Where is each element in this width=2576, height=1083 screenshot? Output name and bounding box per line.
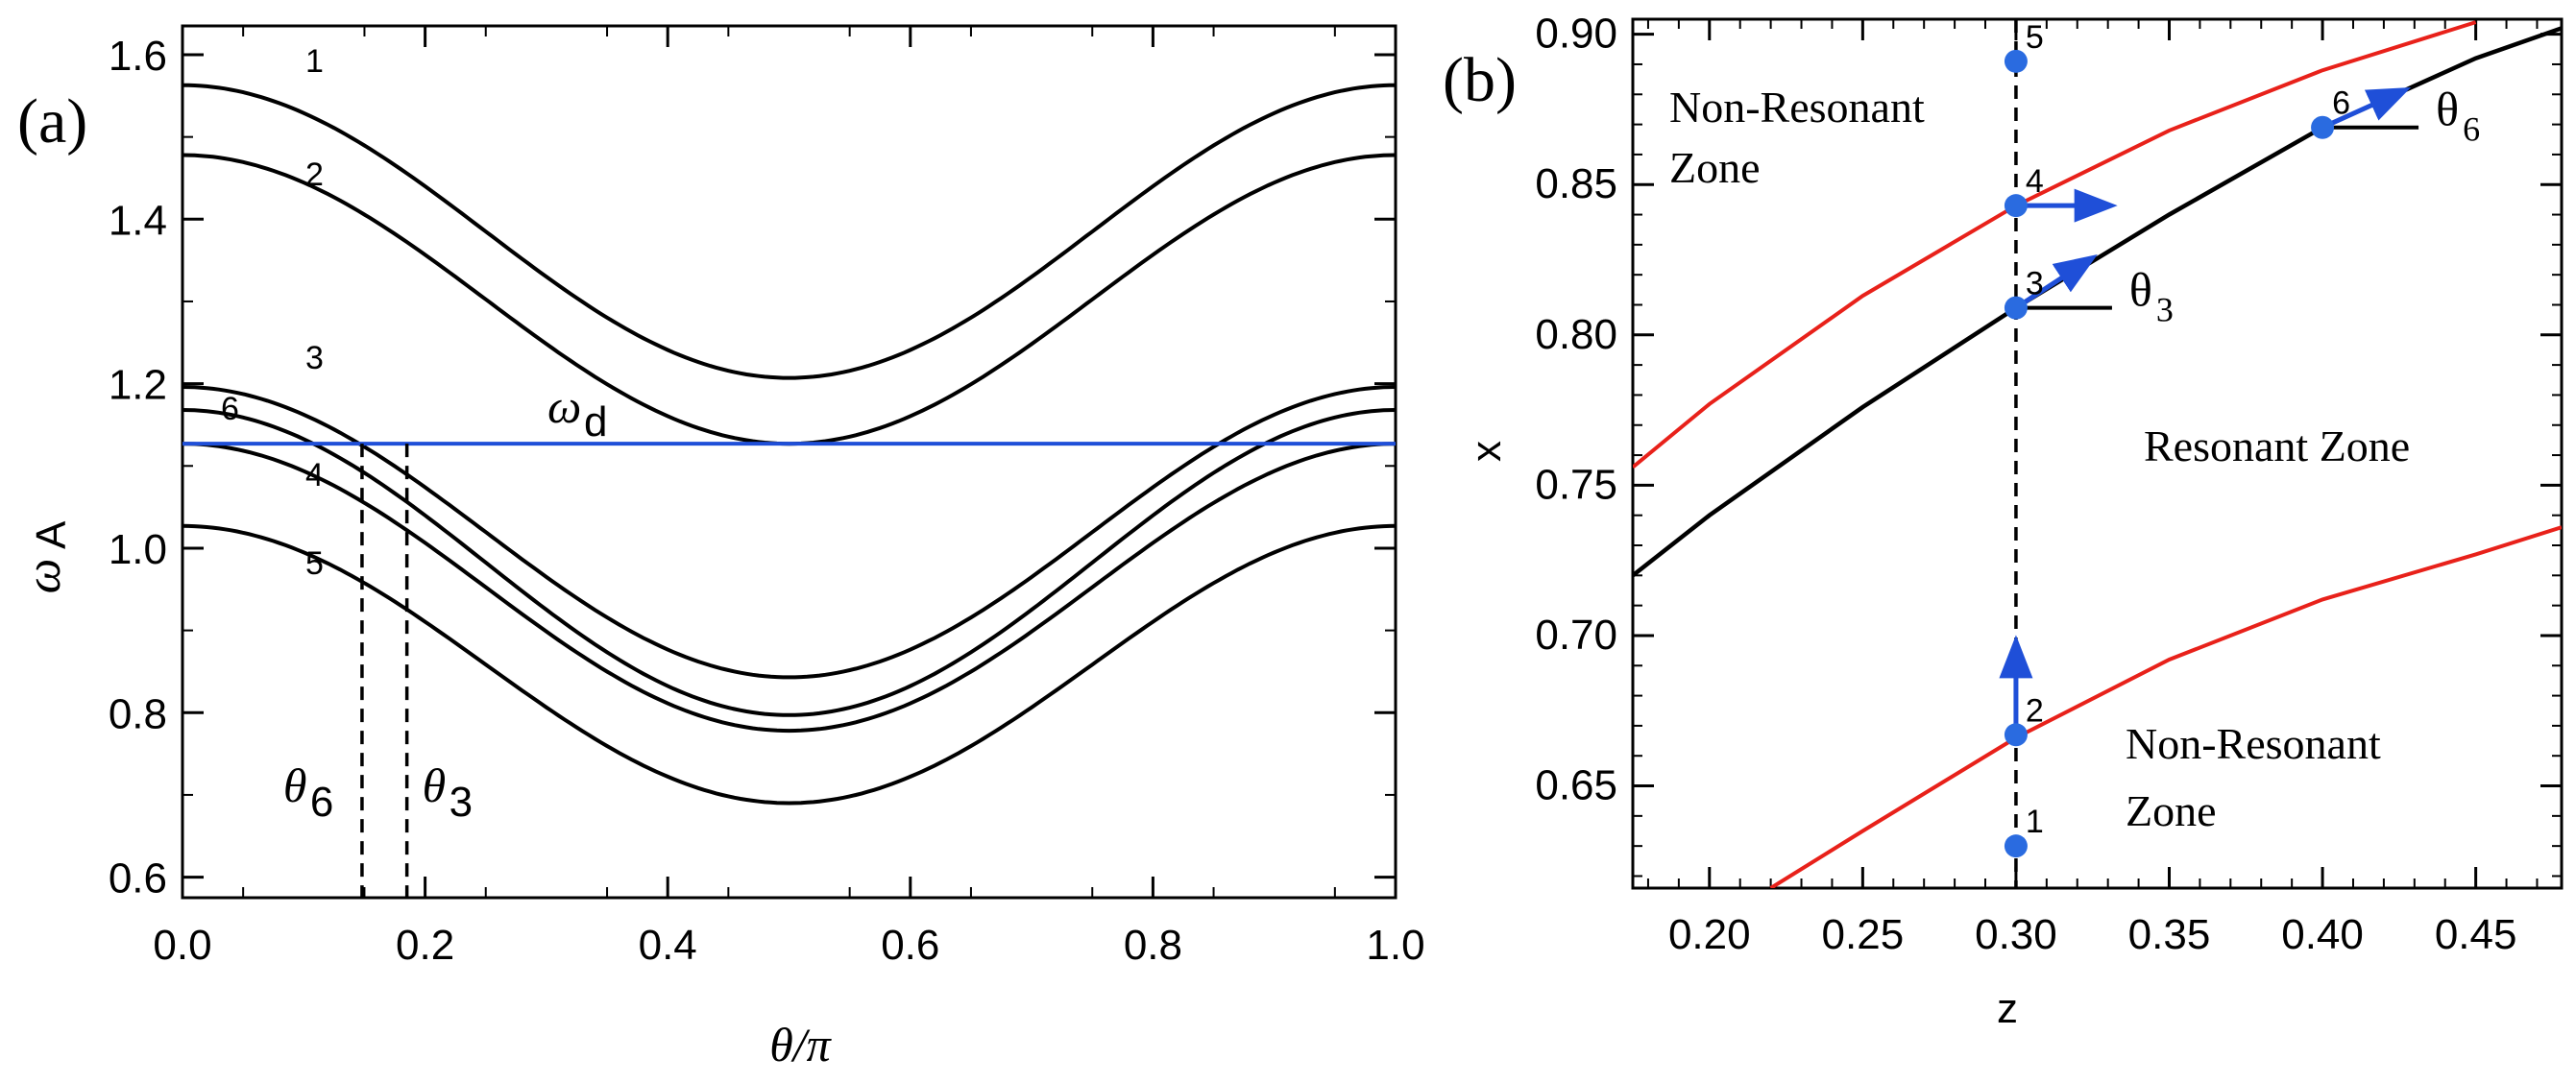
panel-a-frame	[181, 24, 1397, 900]
panel-b-ytick-label: 0.80	[1535, 311, 1617, 358]
theta-6-sub: 6	[310, 779, 333, 826]
panel-a-ylabel-sub: A	[28, 520, 75, 549]
panel-b: 0.20 0.25 0.30 0.35 0.40 0.45 0.65 0.70 0.75 0.80…	[1535, 11, 2564, 958]
panel-a-xtick-label: 0.4	[639, 922, 697, 969]
panel-b-curves	[1633, 20, 2562, 888]
angle-label-6: θ	[2436, 83, 2459, 136]
zone-middle: Resonant Zone	[2144, 421, 2410, 470]
curve-1	[182, 83, 1397, 380]
theta-3-sub: 3	[450, 779, 473, 826]
curve-2-label: 2	[305, 156, 324, 193]
red-lower-boundary	[1769, 525, 2562, 888]
point-5	[2004, 49, 2028, 73]
theta-3-label: θ	[423, 758, 447, 812]
zone-upper-line1: Non-Resonant	[1669, 83, 1925, 132]
zone-lower-line2: Zone	[2126, 786, 2217, 835]
panel-b-xtick-label: 0.35	[2128, 911, 2211, 958]
theta-6-label: θ	[283, 758, 307, 812]
panel-a-xlabel: θ/π	[769, 1018, 832, 1071]
panel-a-ytick-label: 1.4	[109, 197, 167, 244]
panel-a-ytick-label: 1.2	[109, 362, 167, 409]
panel-b-label: (b)	[1443, 45, 1517, 115]
panel-a-xtick-label: 0.8	[1124, 922, 1182, 969]
angle-label-3: θ	[2129, 263, 2152, 317]
panel-a-ylabel-main: ω	[16, 559, 71, 594]
point-2	[2004, 723, 2028, 747]
panel-a-xtick-label: 0.0	[153, 922, 211, 969]
panel-b-ytick-label: 0.85	[1535, 160, 1617, 207]
curve-4-label: 4	[305, 457, 324, 493]
curve-4	[182, 442, 1396, 734]
omega-d-label: ω	[547, 379, 581, 433]
angle-label-3-sub: 3	[2156, 291, 2174, 329]
point-3	[2004, 296, 2028, 320]
curve-1-label: 1	[305, 43, 324, 80]
curve-6-label: 6	[221, 391, 239, 427]
omega-d-label-sub: d	[584, 398, 607, 445]
arrow-from-3	[2014, 254, 2098, 310]
point-6-label: 6	[2332, 85, 2350, 122]
panel-b-xtick-label: 0.45	[2435, 911, 2517, 958]
curve-5-label: 5	[305, 545, 324, 582]
point-1	[2004, 834, 2028, 858]
panel-b-ylabel: x	[1463, 441, 1510, 462]
panel-a-xtick-label: 0.6	[881, 922, 939, 969]
panel-b-ytick-label: 0.90	[1535, 11, 1617, 58]
zone-lower-line1: Non-Resonant	[2126, 719, 2381, 768]
panel-a-ytick-label: 0.6	[109, 855, 167, 902]
curve-3-label: 3	[305, 340, 324, 376]
angle-label-6-sub: 6	[2463, 110, 2480, 149]
panel-b-xtick-label: 0.25	[1822, 911, 1905, 958]
curve-3	[182, 385, 1397, 680]
panel-a: 0.0 0.2 0.4 0.6 0.8 1.00.60.81.01.21.41.6ω dθ 6…	[109, 24, 1425, 969]
panel-b-xtick-label: 0.40	[2281, 911, 2364, 958]
zone-upper-line2: Zone	[1669, 143, 1761, 192]
panel-a-ytick-label: 1.6	[109, 33, 167, 80]
panel-a-ytick-label: 1.0	[109, 526, 167, 573]
panel-b-xlabel: z	[1997, 985, 2018, 1032]
point-3-label: 3	[2026, 266, 2044, 302]
point-4	[2004, 194, 2028, 218]
curve-5	[182, 523, 1397, 806]
panel-b-frame	[1631, 17, 2564, 890]
panel-b-ytick-label: 0.75	[1535, 461, 1617, 508]
curve-6	[182, 408, 1397, 717]
point-2-label: 2	[2026, 692, 2044, 729]
point-1-label: 1	[2026, 804, 2044, 840]
point-6	[2311, 115, 2335, 139]
point-5-label: 5	[2026, 19, 2044, 56]
panel-b-xtick-label: 0.30	[1975, 911, 2057, 958]
panel-b-xtick-label: 0.20	[1668, 911, 1751, 958]
panel-a-xtick-label: 0.2	[396, 922, 454, 969]
curve-2	[182, 153, 1397, 446]
arrow-from-6	[2321, 87, 2412, 131]
panel-b-ytick-label: 0.70	[1535, 612, 1617, 659]
panel-a-label: (a)	[17, 86, 87, 156]
panel-a-ytick-label: 0.8	[109, 690, 167, 737]
panel-a-xtick-label: 1.0	[1366, 922, 1424, 969]
panel-a-ylabel: ω A	[16, 520, 75, 593]
point-4-label: 4	[2026, 163, 2044, 200]
panel-b-ytick-label: 0.65	[1535, 762, 1617, 809]
